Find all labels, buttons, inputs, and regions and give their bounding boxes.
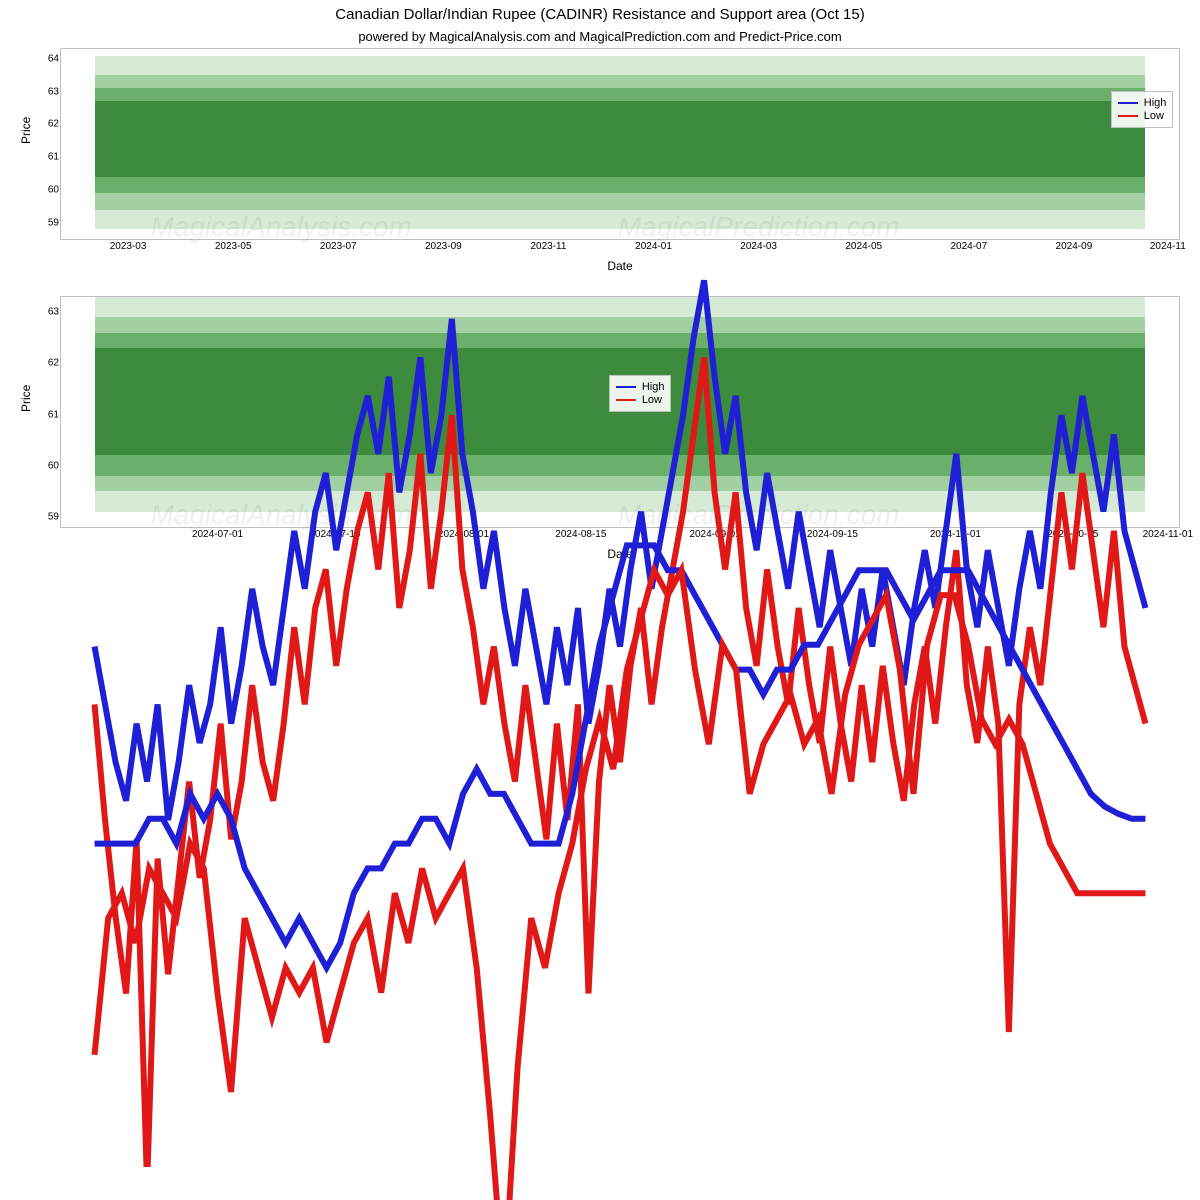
bottom-chart-panel: Price 5960616263 MagicalAnalysis.com Mag…: [60, 296, 1180, 528]
top-y-ticks: 59 60 61 62 63 64: [25, 49, 59, 239]
y-tick-label: 62: [29, 358, 59, 369]
y-tick-label: 60: [29, 184, 59, 195]
legend-label-high: High: [1144, 97, 1167, 109]
y-tick-label: 59: [29, 511, 59, 522]
top-chart-panel: Price 596061626364 MagicalAnalysis.com M…: [60, 48, 1180, 240]
y-tick-label: 60: [29, 460, 59, 471]
high-line: [95, 545, 1146, 967]
legend-row-low-b: Low: [616, 394, 665, 406]
legend-swatch-low: [1118, 115, 1138, 117]
y-tick-label: 63: [29, 307, 59, 318]
y-tick-label: 62: [29, 119, 59, 130]
legend-swatch-high-b: [616, 386, 636, 388]
legend-label-low: Low: [1144, 110, 1164, 122]
chart-title: Canadian Dollar/Indian Rupee (CADINR) Re…: [0, 0, 1200, 23]
legend-row-high: High: [1118, 97, 1167, 109]
chart-subtitle: powered by MagicalAnalysis.com and Magic…: [0, 23, 1200, 48]
bottom-y-ticks: 59 60 61 62 63: [25, 297, 59, 527]
y-tick-label: 59: [29, 217, 59, 228]
y-tick-label: 64: [29, 53, 59, 64]
top-legend: High Low: [1111, 91, 1174, 128]
y-tick-label: 61: [29, 409, 59, 420]
legend-row-high-b: High: [616, 381, 665, 393]
legend-label-low-b: Low: [642, 394, 662, 406]
bottom-line-svg: [61, 297, 1179, 1200]
legend-row-low: Low: [1118, 110, 1167, 122]
y-tick-label: 61: [29, 152, 59, 163]
bottom-legend: High Low: [609, 375, 672, 412]
legend-label-high-b: High: [642, 381, 665, 393]
legend-swatch-low-b: [616, 399, 636, 401]
y-tick-label: 63: [29, 86, 59, 97]
legend-swatch-high: [1118, 102, 1138, 104]
figure-container: Canadian Dollar/Indian Rupee (CADINR) Re…: [0, 0, 1200, 600]
